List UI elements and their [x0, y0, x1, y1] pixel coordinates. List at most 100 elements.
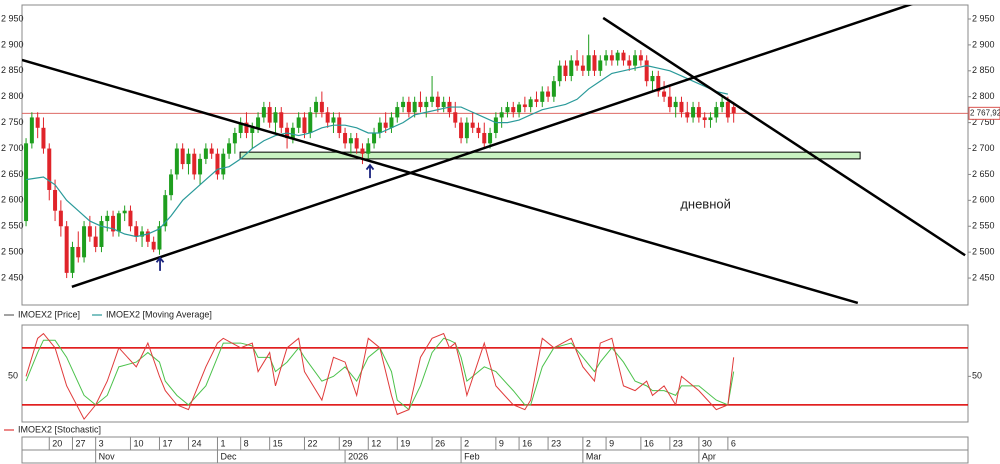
candle-body	[633, 55, 638, 66]
x-tick-label: 6	[731, 438, 736, 448]
y-tick-label-right: 2 850	[972, 65, 995, 75]
x-tick-label: 15	[273, 438, 283, 448]
candle-body	[627, 60, 632, 66]
y-tick-label-right: 2 650	[972, 169, 995, 179]
legend-entry: IMOEX2 [Moving Average]	[106, 309, 212, 319]
candle-body	[609, 55, 614, 61]
candle-body	[575, 60, 580, 66]
candle-body	[650, 75, 655, 82]
candle-body	[406, 101, 411, 113]
candle-body	[244, 122, 249, 133]
candle-body	[93, 236, 98, 247]
x-tick-label: 16	[644, 438, 654, 448]
candle-body	[24, 143, 29, 222]
candle-body	[493, 117, 498, 133]
candle-body	[557, 65, 562, 82]
y-tick-label: 2 600	[1, 195, 24, 205]
candle-body	[395, 107, 400, 118]
candle-body	[209, 148, 214, 154]
candle-body	[522, 104, 527, 108]
candle-body	[58, 210, 63, 227]
candle-body	[99, 221, 104, 247]
x-tick-label: 2	[464, 438, 469, 448]
y-tick-label: 50	[8, 371, 18, 381]
candle-body	[598, 60, 603, 71]
candle-body	[116, 213, 121, 232]
x-tick-label: 1	[220, 438, 225, 448]
y-tick-label-right: 2 900	[972, 39, 995, 49]
last-price-box	[968, 106, 1000, 120]
candle-body	[453, 112, 458, 123]
stochastic-panel	[21, 324, 969, 423]
arrow	[365, 163, 375, 179]
candle-body	[412, 101, 417, 113]
candle-body	[238, 122, 243, 133]
candle-body	[366, 143, 371, 154]
candle-body	[563, 65, 568, 76]
y-tick-label-right: 2 550	[972, 221, 995, 231]
candle-body	[174, 148, 179, 175]
candle-body	[192, 153, 197, 175]
candle-body	[464, 122, 469, 139]
x-tick-label: 10	[133, 438, 143, 448]
x-tick-label: 12	[371, 438, 381, 448]
month-label: Apr	[702, 451, 716, 461]
candle-body	[702, 117, 707, 121]
candle-body	[720, 101, 725, 108]
candle-body	[696, 107, 701, 118]
candle-body	[459, 122, 464, 139]
y-tick-label: 2 800	[1, 91, 24, 101]
y-tick-label: 2 950	[1, 13, 24, 23]
x-tick-label: 30	[702, 438, 712, 448]
candle-body	[215, 153, 220, 175]
x-tick-label: 20	[52, 438, 62, 448]
candle-body	[47, 148, 52, 190]
x-tick-label: 24	[191, 438, 201, 448]
candle-body	[325, 112, 330, 123]
candle-body	[615, 52, 620, 61]
candle-body	[441, 101, 446, 108]
candle-body	[551, 81, 556, 97]
candle-body	[87, 226, 92, 237]
candle-body	[314, 101, 319, 113]
trendline	[22, 58, 859, 305]
candle-body	[157, 226, 162, 250]
candle-body	[360, 148, 365, 154]
candle-body	[476, 127, 481, 133]
candle-body	[470, 122, 475, 128]
candle-body	[122, 210, 127, 214]
x-tick-label: 29	[342, 438, 352, 448]
candle-body	[273, 112, 278, 123]
candle-body	[424, 101, 429, 108]
month-label: Nov	[99, 451, 116, 461]
month-label: Mar	[586, 451, 602, 461]
candle-body	[430, 96, 435, 102]
candle-body	[198, 158, 203, 175]
x-tick-label: 27	[75, 438, 85, 448]
candle-body	[296, 117, 301, 128]
candle-body	[180, 148, 185, 165]
arrow	[155, 256, 165, 271]
candle-body	[638, 55, 643, 61]
x-tick-label: 23	[551, 438, 561, 448]
candle-body	[621, 52, 626, 61]
price-panel	[21, 4, 969, 306]
x-tick-label: 16	[522, 438, 532, 448]
plot-area	[22, 5, 968, 305]
candle-body	[667, 96, 672, 108]
x-tick-label: 3	[99, 438, 104, 448]
candle-body	[685, 112, 690, 118]
candle-body	[203, 148, 208, 159]
candle-body	[435, 96, 440, 108]
y-tick-label: 2 750	[1, 117, 24, 127]
candle-body	[488, 132, 493, 144]
candle-body	[70, 246, 75, 273]
candle-body	[343, 132, 348, 144]
candle-body	[279, 112, 284, 128]
candle-body	[389, 117, 394, 128]
candle-body	[540, 91, 545, 102]
candle-body	[482, 132, 487, 144]
x-tick-label: 8	[244, 438, 249, 448]
candle-body	[348, 138, 353, 144]
candle-body	[267, 107, 272, 123]
